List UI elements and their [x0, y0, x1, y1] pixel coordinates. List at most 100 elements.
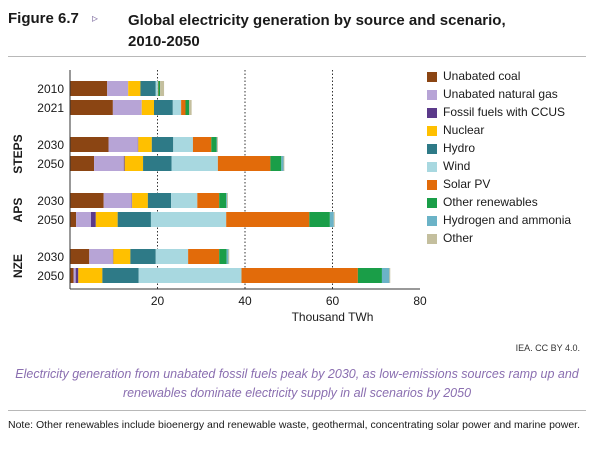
- bar-segment: [197, 193, 220, 208]
- bar-segment: [70, 137, 109, 152]
- bar-segment: [160, 81, 165, 96]
- bar-segment: [150, 212, 227, 227]
- bar-segment: [113, 249, 131, 264]
- bar-segment: [357, 268, 382, 283]
- bar-segment: [103, 193, 132, 208]
- bar-segment: [219, 249, 227, 264]
- bar-segment: [70, 193, 104, 208]
- bar-segment: [123, 156, 125, 171]
- bar-segment: [102, 268, 139, 283]
- legend-label: Solar PV: [443, 177, 491, 191]
- bar-segment: [70, 212, 77, 227]
- bar-segment: [124, 156, 144, 171]
- figure-note: Note: Other renewables include bioenergy…: [8, 419, 580, 431]
- bar-segment: [132, 193, 148, 208]
- category-label: 2010: [37, 82, 64, 96]
- bar-segment: [70, 268, 74, 283]
- bar-segment: [73, 268, 76, 283]
- legend-swatch: [427, 216, 437, 226]
- legend-label: Hydrogen and ammonia: [443, 213, 572, 227]
- bar-segment: [112, 100, 142, 115]
- bar-segment: [226, 249, 229, 264]
- legend-label: Wind: [443, 159, 471, 173]
- bar-segment: [185, 100, 189, 115]
- x-tick-label: 60: [326, 294, 340, 308]
- bar-segment: [155, 249, 189, 264]
- bar-segment: [70, 156, 95, 171]
- category-label: 2030: [37, 194, 64, 208]
- legend-swatch: [427, 90, 437, 100]
- bar-segment: [217, 137, 218, 152]
- legend-swatch: [427, 198, 437, 208]
- bar-segment: [188, 249, 220, 264]
- bar-segment: [309, 212, 330, 227]
- header-divider: [8, 56, 586, 57]
- scenario-label: APS: [11, 198, 25, 223]
- bar-segment: [151, 137, 174, 152]
- bar-segment: [70, 81, 108, 96]
- bar-segment: [219, 193, 227, 208]
- bar-segment: [155, 81, 158, 96]
- bar-segment: [147, 193, 172, 208]
- bar-segment: [181, 100, 186, 115]
- scenario-label: NZE: [11, 254, 25, 278]
- bar-segment: [329, 212, 334, 227]
- bar-segment: [173, 137, 193, 152]
- bar-segment: [281, 156, 284, 171]
- scenario-label: STEPS: [11, 134, 25, 173]
- bar-segment: [140, 81, 156, 96]
- figure-label: Figure 6.7: [8, 10, 79, 27]
- bar-segment: [154, 100, 173, 115]
- credit-line: IEA. CC BY 4.0.: [515, 343, 580, 353]
- bar-segment: [117, 212, 151, 227]
- bar-segment: [95, 212, 118, 227]
- bar-segment: [227, 193, 228, 208]
- legend-swatch: [427, 126, 437, 136]
- x-tick-label: 20: [151, 294, 165, 308]
- bar-segment: [130, 249, 156, 264]
- footer-divider: [8, 410, 586, 411]
- bar-segment: [141, 100, 154, 115]
- legend-swatch: [427, 72, 437, 82]
- figure-caption: Electricity generation from unabated fos…: [15, 367, 579, 400]
- legend-swatch: [427, 162, 437, 172]
- bar-segment: [75, 268, 79, 283]
- stacked-bar-chart: 2010 2021 2030 2050 2030 2050 2030 2050 STEPS APS…: [11, 70, 427, 324]
- legend-label: Nuclear: [443, 123, 485, 137]
- legend-swatch: [427, 180, 437, 190]
- bar-segment: [70, 100, 113, 115]
- legend-swatch: [427, 108, 437, 118]
- category-label: 2050: [37, 213, 64, 227]
- bar-segment: [211, 137, 217, 152]
- bar-segment: [172, 100, 182, 115]
- bar-segment: [381, 268, 390, 283]
- bar-segment: [171, 193, 198, 208]
- bar-segment: [94, 156, 124, 171]
- category-label: 2050: [37, 269, 64, 283]
- triangle-arrow-icon: ▹: [92, 11, 99, 25]
- bar-segment: [226, 212, 310, 227]
- bar-segment: [138, 137, 152, 152]
- category-label: 2021: [37, 101, 64, 115]
- figure-title: Global electricity generation by source …: [128, 10, 548, 52]
- bar-segment: [389, 268, 391, 283]
- legend-label: Hydro: [443, 141, 476, 155]
- legend-label: Fossil fuels with CCUS: [443, 105, 566, 119]
- bar-segment: [192, 137, 212, 152]
- bar-segment: [108, 137, 138, 152]
- legend-label: Other renewables: [443, 195, 538, 209]
- bar-segment: [89, 249, 113, 264]
- legend-label: Unabated coal: [443, 69, 521, 83]
- bar-segment: [78, 268, 103, 283]
- bar-segment: [226, 193, 228, 208]
- bar-segment: [228, 249, 230, 264]
- bar-segment: [333, 212, 335, 227]
- figure-title-line-2: 2010-2050: [128, 33, 200, 50]
- category-label: 2050: [37, 157, 64, 171]
- bar-segment: [171, 156, 218, 171]
- bar-segment: [138, 268, 242, 283]
- bar-segment: [270, 156, 282, 171]
- bar-segment: [241, 268, 358, 283]
- category-label: 2030: [37, 250, 64, 264]
- bar-segment: [107, 81, 129, 96]
